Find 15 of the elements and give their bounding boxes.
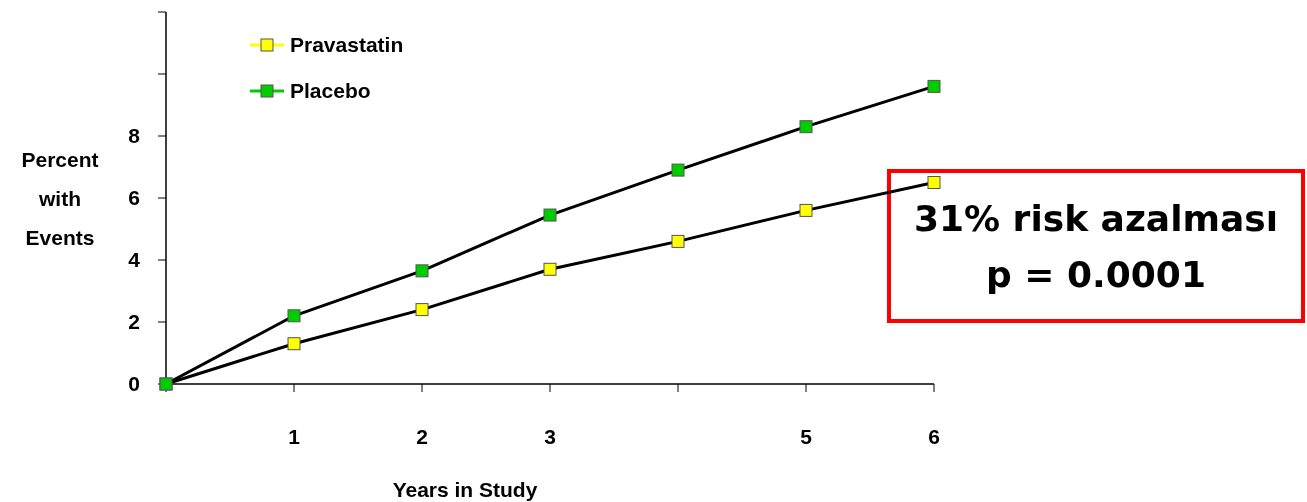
x-axis-title: Years in Study	[392, 478, 538, 501]
y-tick-label: 0	[128, 372, 140, 396]
x-tick-label: 5	[800, 425, 813, 448]
y-tick-label: 4	[128, 248, 141, 272]
y-axis-title: Percent with Events	[21, 148, 99, 249]
y-tick-label: 2	[128, 310, 140, 334]
legend-label: Placebo	[290, 79, 371, 103]
y-tick-label: 6	[128, 186, 140, 210]
legend-label: Pravastatin	[290, 33, 404, 57]
annotation: 31% risk azalması p = 0.0001	[913, 198, 1279, 295]
x-tick-label: 1	[288, 425, 301, 448]
x-tick-label: 2	[416, 425, 428, 448]
y-tick-label: 8	[128, 124, 141, 148]
x-tick-label: 6	[928, 425, 940, 448]
x-tick-label: 3	[544, 425, 556, 448]
